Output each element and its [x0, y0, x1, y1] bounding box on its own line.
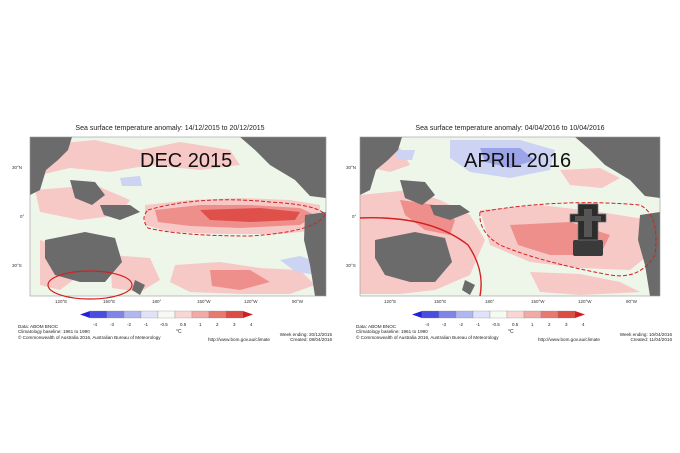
footer-left: Data: ABOM BNOC Climatology baseline: 19…: [356, 324, 499, 340]
svg-text:-1: -1: [144, 322, 148, 327]
warm-anomaly-patches: [35, 140, 320, 294]
svg-text:120°E: 120°E: [384, 299, 396, 304]
footer-url[interactable]: http://www.bom.gov.au/climate: [208, 337, 270, 342]
colorbar: [412, 310, 585, 319]
sst-map-dec-2015: 30°N 0° 30°S 120°E 150°E 180° 150°W 120°…: [12, 136, 327, 327]
svg-text:-3: -3: [442, 322, 446, 327]
footer-right: Week ending: 10/04/2016 Created: 11/04/2…: [619, 332, 672, 343]
lat-label-30n: 30°N: [346, 165, 356, 170]
svg-text:90°W: 90°W: [292, 299, 304, 304]
sst-map-april-2016: 30°N 0° 30°S 120°E 150°E 180° 150°W 120°…: [346, 136, 661, 327]
svg-text:-2: -2: [459, 322, 463, 327]
australia-warm-arc: [359, 217, 482, 297]
lat-label-30s: 30°S: [346, 263, 356, 268]
cool-anomaly-patches: [395, 140, 555, 178]
colorbar-swatch: [557, 310, 576, 319]
colorbar-swatch: [123, 310, 142, 319]
footer-right: Week ending: 20/12/2015 Created: 08/04/2…: [279, 332, 332, 343]
colorbar-swatch: [208, 310, 227, 319]
colorbar-end-hot: [575, 311, 585, 318]
colorbar: [80, 310, 253, 319]
colorbar-swatch: [106, 310, 125, 319]
southern-warm-circle: [47, 270, 133, 300]
footer-url[interactable]: http://www.bom.gov.au/climate: [538, 337, 600, 342]
svg-text:1: 1: [531, 322, 534, 327]
svg-text:120°E: 120°E: [55, 299, 67, 304]
svg-text:-0.5: -0.5: [492, 322, 500, 327]
svg-text:0.5: 0.5: [512, 322, 519, 327]
land-masses: [360, 137, 660, 296]
el-nino-dashed-outline: [143, 199, 326, 237]
unit-label: °C: [176, 329, 182, 335]
colorbar-swatch: [540, 310, 559, 319]
svg-text:-0.5: -0.5: [160, 322, 168, 327]
svg-text:150°E: 150°E: [434, 299, 446, 304]
land-masses: [30, 137, 326, 296]
map-frame: [359, 136, 661, 297]
colorbar-swatch: [489, 310, 508, 319]
lat-label-0: 0°: [20, 214, 25, 219]
colorbar-swatch: [438, 310, 457, 319]
svg-text:3: 3: [233, 322, 236, 327]
colorbar-end-cold: [412, 311, 422, 318]
svg-text:180°: 180°: [152, 299, 162, 304]
cool-anomaly-patches: [120, 176, 318, 275]
svg-text:150°W: 150°W: [197, 299, 211, 304]
svg-text:3: 3: [565, 322, 568, 327]
svg-text:-4: -4: [425, 322, 429, 327]
colorbar-ticks: -4 -3 -2 -1 -0.5 0.5 1 2 3 4: [425, 322, 585, 327]
footer-left: Data: ABOM BNOC Climatology baseline: 19…: [18, 324, 161, 340]
colorbar-swatch: [421, 310, 440, 319]
overlay-label: DEC 2015: [140, 150, 233, 172]
colorbar-swatch: [506, 310, 525, 319]
panel-april-2016: Sea surface temperature anomaly: 04/04/2…: [340, 0, 680, 453]
colorbar-swatch: [455, 310, 474, 319]
colorbar-ticks: -4 -3 -2 -1 -0.5 0.5 1 2 3 4: [93, 322, 253, 327]
panel-title: Sea surface temperature anomaly: 14/12/2…: [75, 125, 265, 132]
colorbar-end-hot: [243, 311, 253, 318]
colorbar-swatch: [157, 310, 176, 319]
overlay-label: APRIL 2016: [464, 150, 572, 172]
unit-label: °C: [508, 329, 514, 335]
map-frame: [29, 136, 327, 297]
el-nino-dashed-outline: [479, 202, 657, 277]
colorbar-swatch: [140, 310, 159, 319]
svg-text:120°W: 120°W: [578, 299, 592, 304]
colorbar-swatch: [191, 310, 210, 319]
colorbar-swatch: [89, 310, 108, 319]
svg-text:-4: -4: [93, 322, 97, 327]
svg-text:4: 4: [250, 322, 253, 327]
lat-label-30s: 30°S: [12, 263, 22, 268]
svg-text:180°: 180°: [485, 299, 495, 304]
svg-text:2: 2: [548, 322, 551, 327]
colorbar-end-cold: [80, 311, 90, 318]
svg-text:0.5: 0.5: [180, 322, 187, 327]
svg-text:-1: -1: [476, 322, 480, 327]
svg-text:1: 1: [199, 322, 202, 327]
svg-text:150°E: 150°E: [103, 299, 115, 304]
colorbar-swatch: [523, 310, 542, 319]
panel-dec-2015: Sea surface temperature anomaly: 14/12/2…: [12, 125, 332, 343]
colorbar-swatch: [472, 310, 491, 319]
colorbar-swatch: [225, 310, 244, 319]
svg-text:4: 4: [582, 322, 585, 327]
svg-text:-3: -3: [110, 322, 114, 327]
svg-text:-2: -2: [127, 322, 131, 327]
lon-labels: 120°E 150°E 180° 150°W 120°W 90°W: [55, 299, 304, 304]
panel-title: Sea surface temperature anomaly: 04/04/2…: [415, 125, 605, 132]
svg-text:150°W: 150°W: [531, 299, 545, 304]
lon-labels: 120°E 150°E 180° 150°W 120°W 90°W: [384, 299, 638, 304]
lat-label-0: 0°: [352, 214, 357, 219]
colorbar-swatch: [174, 310, 193, 319]
svg-text:120°W: 120°W: [244, 299, 258, 304]
svg-text:90°W: 90°W: [626, 299, 638, 304]
svg-text:2: 2: [216, 322, 219, 327]
lat-label-30n: 30°N: [12, 165, 22, 170]
gravestone-cross-icon: [569, 203, 607, 256]
